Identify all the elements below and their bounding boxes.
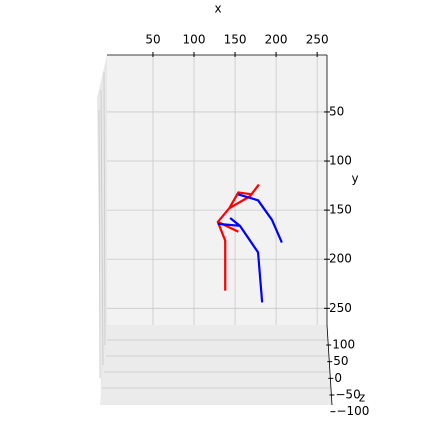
pane-grid xyxy=(98,71,331,389)
x-tick-label: 50 xyxy=(145,33,160,47)
z-axis-label: z xyxy=(359,391,365,405)
y-tick-label: 250 xyxy=(329,301,352,315)
x-tick-label: 100 xyxy=(183,33,206,47)
x-axis-label: x xyxy=(214,2,221,16)
skeleton-line xyxy=(216,183,260,291)
skeleton-line xyxy=(217,193,283,303)
z-tick-label: 100 xyxy=(332,338,355,352)
y-tick-label: 100 xyxy=(329,154,352,168)
z-axis-line xyxy=(326,324,333,406)
floor-pane xyxy=(100,325,332,405)
x-tick-label: 200 xyxy=(265,33,288,47)
z-tick-label: 50 xyxy=(333,354,348,368)
y-tick-label: 50 xyxy=(329,104,344,118)
z-tick-label: −50 xyxy=(335,388,360,402)
z-tick-label: 0 xyxy=(334,371,342,385)
x-tick-label: 250 xyxy=(306,33,329,47)
z-tick-label: −100 xyxy=(336,404,369,418)
y-tick-label: 200 xyxy=(329,252,352,266)
x-tick-label: 150 xyxy=(224,33,247,47)
y-tick-label: 150 xyxy=(329,203,352,217)
y-axis-label: y xyxy=(351,172,358,186)
back-pane xyxy=(107,55,327,325)
